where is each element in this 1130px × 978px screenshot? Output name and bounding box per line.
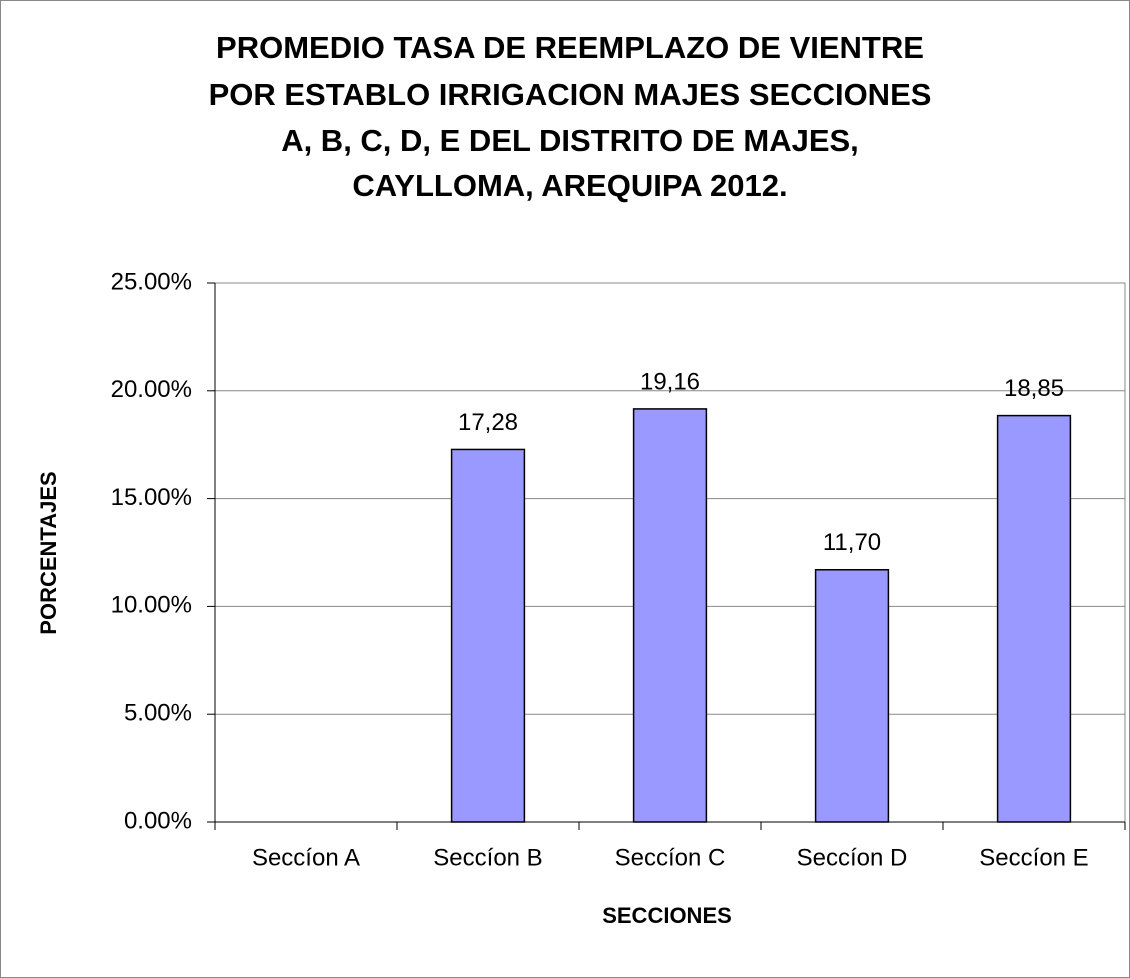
chart-title: POR ESTABLO IRRIGACION MAJES SECCIONES: [209, 77, 932, 112]
data-label: 17,28: [458, 409, 518, 436]
x-tick-label: Seccíon C: [615, 844, 726, 871]
data-label: 19,16: [640, 368, 700, 395]
data-label: 18,85: [1004, 375, 1064, 402]
data-label: 11,70: [823, 529, 881, 556]
chart-title: PROMEDIO TASA DE REEMPLAZO DE VIENTRE: [216, 30, 924, 65]
x-tick-label: Seccíon D: [797, 844, 908, 871]
chart-title: CAYLLOMA, AREQUIPA 2012.: [352, 168, 787, 203]
bar: [632, 408, 708, 823]
bar: [814, 568, 890, 823]
y-tick-label: 25.00%: [111, 268, 192, 295]
y-tick-label: 0.00%: [124, 807, 192, 834]
bar: [996, 414, 1072, 823]
y-tick-label: 15.00%: [111, 484, 192, 511]
y-tick-label: 5.00%: [124, 700, 192, 727]
x-tick-label: Seccíon B: [433, 844, 542, 871]
y-tick-label: 10.00%: [111, 592, 192, 619]
y-tick-label: 20.00%: [111, 376, 192, 403]
x-axis-title: SECCIONES: [602, 903, 732, 928]
chart-title: A, B, C, D, E DEL DISTRITO DE MAJES,: [281, 123, 859, 158]
x-tick-label: Seccíon A: [252, 844, 360, 871]
y-axis-title: PORCENTAJES: [36, 471, 61, 634]
x-tick-label: Seccíon E: [979, 844, 1088, 871]
bar: [450, 448, 526, 823]
